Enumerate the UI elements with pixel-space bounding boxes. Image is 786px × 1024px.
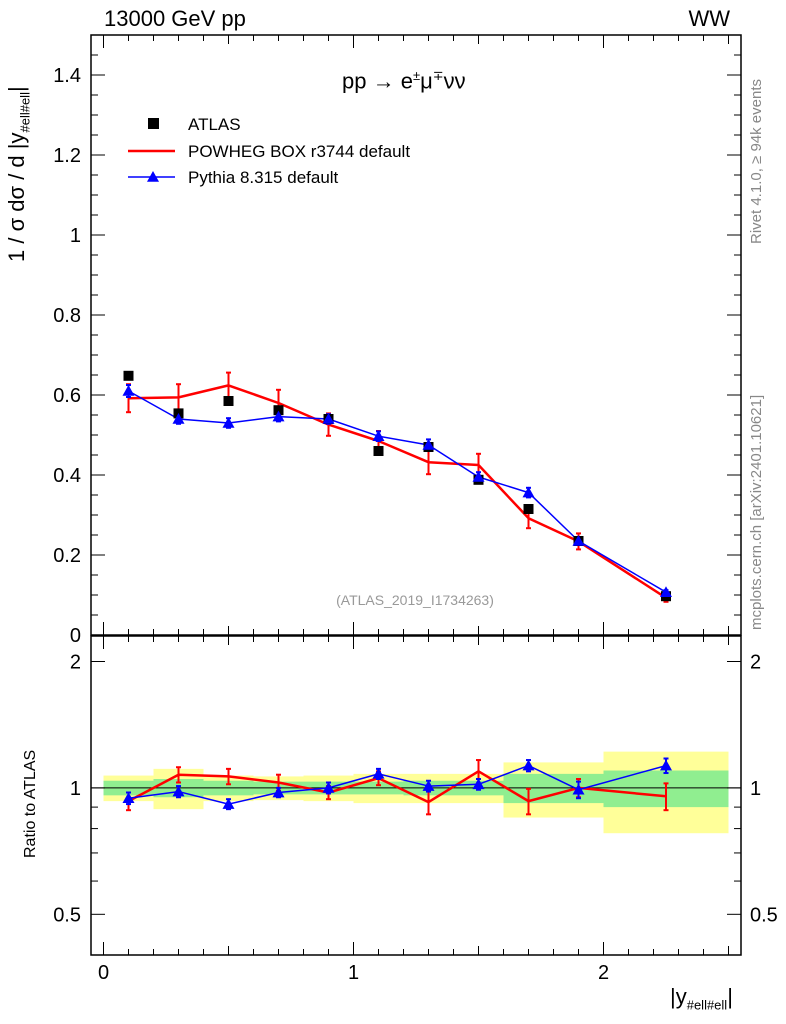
process-lead: pp → e	[342, 68, 413, 94]
ratio-y-tick-label: 0.5	[53, 904, 81, 926]
y-axis-label-sub: #ell#ell	[17, 92, 33, 133]
y-axis-label-main: 1 / σ dσ / d |y#ell#ell|	[4, 86, 32, 262]
y-tick-label: 1.4	[53, 65, 81, 87]
ratio-pythia-marker	[660, 759, 672, 771]
pythia-marker	[522, 486, 535, 498]
process-sup2: ∓	[432, 68, 444, 83]
y-axis-label-ratio: Ratio to ATLAS	[22, 749, 39, 858]
pythia-marker	[572, 535, 585, 546]
ratio-pythia-marker	[422, 780, 435, 791]
pythia-marker	[422, 439, 435, 450]
ratio-pythia-marker	[322, 781, 335, 793]
ratio-pythia-marker	[572, 783, 585, 795]
legend-label: POWHEG BOX r3744 default	[188, 142, 410, 161]
pythia-marker	[472, 471, 485, 482]
rivet-label: Rivet 4.1.0, ≥ 94k events	[748, 79, 765, 244]
process-title: pp → e±μ∓νν	[342, 68, 466, 94]
y-tick-label: 1.2	[53, 145, 81, 167]
atlas-data-point	[123, 370, 134, 381]
ratio-pythia-marker	[172, 785, 185, 797]
y-tick-label: 0	[70, 625, 81, 647]
pythia-marker	[322, 413, 335, 424]
x-tick-label: 1	[348, 962, 359, 984]
analysis-tag: (ATLAS_2019_I1734263)	[336, 592, 494, 608]
process-tail: νν	[443, 68, 466, 94]
process-mid: μ	[420, 68, 433, 94]
pythia-line	[128, 390, 667, 593]
ratio-pythia-marker	[272, 786, 285, 798]
pythia-marker	[122, 385, 135, 396]
x-tick-label: 2	[598, 962, 609, 984]
ratio-frame	[90, 635, 742, 956]
atlas-data-point	[373, 446, 384, 456]
pythia-marker	[660, 586, 672, 597]
mcplots-label: mcplots.cern.ch [arXiv:2401.10621]	[748, 394, 765, 630]
y-tick-label: 0.6	[53, 385, 81, 407]
header-process-tag: WW	[688, 6, 730, 31]
ratio-pythia-marker	[472, 778, 485, 790]
atlas-data-point	[523, 504, 534, 514]
pythia-marker	[222, 417, 235, 428]
legend-atlas-marker	[148, 118, 159, 129]
x-axis-label: |y#ell#ell|	[670, 984, 733, 1012]
ratio-y-tick-label-right: 0.5	[750, 904, 778, 926]
ratio-pythia-marker	[222, 798, 235, 809]
ratio-y-tick-label: 1	[70, 778, 81, 800]
legend-label: ATLAS	[188, 115, 241, 134]
y-tick-label: 0.4	[53, 465, 81, 487]
pythia-marker	[172, 413, 185, 424]
header-collision: 13000 GeV pp	[104, 6, 246, 31]
atlas-data-point	[273, 405, 284, 416]
x-tick-label: 0	[98, 962, 109, 984]
y-axis-label-text: 1 / σ dσ / d |y	[4, 132, 29, 262]
powheg-line	[128, 384, 667, 599]
y-tick-label: 1	[70, 225, 81, 247]
x-axis-label-text: |y	[670, 984, 687, 1009]
pythia-marker	[372, 430, 385, 441]
ratio-pythia-marker	[122, 792, 135, 804]
y-tick-label: 0.8	[53, 305, 81, 327]
process-sup1: ±	[412, 68, 421, 83]
y-axis-label-end: |	[4, 86, 29, 93]
ratio-y-tick-label-right: 1	[750, 778, 761, 800]
legend-label: Pythia 8.315 default	[188, 168, 339, 187]
ratio-pythia-marker	[522, 759, 535, 771]
x-axis-label-end: |	[727, 984, 733, 1009]
y-tick-label: 0.2	[53, 545, 81, 567]
pythia-marker	[272, 410, 285, 422]
ratio-pythia-marker	[372, 767, 385, 779]
atlas-data-point	[223, 396, 234, 406]
ratio-y-tick-label-right: 2	[750, 651, 761, 673]
ratio-y-tick-label: 2	[70, 651, 81, 673]
x-axis-label-sub: #ell#ell	[686, 997, 728, 1013]
legend-pythia-marker	[147, 171, 159, 182]
